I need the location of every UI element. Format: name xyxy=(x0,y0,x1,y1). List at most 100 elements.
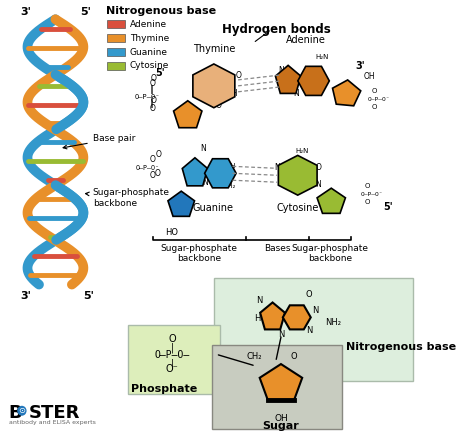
Text: Phosphate: Phosphate xyxy=(131,384,198,394)
Text: H₂N: H₂N xyxy=(296,148,309,154)
Text: O: O xyxy=(365,183,370,189)
Text: 5': 5' xyxy=(83,290,94,300)
Text: O: O xyxy=(216,101,221,110)
Text: HO: HO xyxy=(165,228,178,237)
Circle shape xyxy=(17,406,27,416)
Text: Bases: Bases xyxy=(264,244,291,253)
Text: NH₂: NH₂ xyxy=(222,183,236,189)
Text: B: B xyxy=(9,404,22,422)
Text: N: N xyxy=(293,89,299,98)
Text: Nitrogenous base: Nitrogenous base xyxy=(346,342,456,352)
Text: Thymine: Thymine xyxy=(192,44,235,54)
Text: |: | xyxy=(170,342,173,353)
Polygon shape xyxy=(278,155,317,195)
FancyBboxPatch shape xyxy=(107,20,125,28)
Text: ‖: ‖ xyxy=(150,99,154,108)
Text: Nitrogenous base: Nitrogenous base xyxy=(106,7,216,17)
Text: Guanine: Guanine xyxy=(192,203,233,213)
Text: O—P—O—: O—P—O— xyxy=(154,350,190,360)
Text: 3': 3' xyxy=(356,61,365,71)
Polygon shape xyxy=(173,101,202,128)
FancyBboxPatch shape xyxy=(128,325,220,394)
Text: N: N xyxy=(278,66,284,75)
Text: CH₂: CH₂ xyxy=(247,351,262,361)
Text: Cytosine: Cytosine xyxy=(276,203,319,213)
Text: 3': 3' xyxy=(20,7,31,17)
Polygon shape xyxy=(168,191,194,216)
Text: OH: OH xyxy=(274,414,288,423)
Text: Adenine: Adenine xyxy=(130,20,167,29)
Text: O: O xyxy=(168,334,176,344)
Polygon shape xyxy=(275,65,301,93)
Text: Sugar-phosphate
backbone: Sugar-phosphate backbone xyxy=(292,244,369,263)
Text: O: O xyxy=(291,351,297,361)
Text: H: H xyxy=(255,314,261,324)
Text: Cytosine: Cytosine xyxy=(130,61,169,71)
Polygon shape xyxy=(260,303,285,330)
Polygon shape xyxy=(283,305,311,330)
Text: |: | xyxy=(170,358,173,368)
Polygon shape xyxy=(205,159,236,188)
Text: O: O xyxy=(306,290,312,300)
Text: O: O xyxy=(149,171,155,180)
Text: O—P—O⁻: O—P—O⁻ xyxy=(367,97,390,102)
Polygon shape xyxy=(298,66,329,95)
Polygon shape xyxy=(260,364,302,400)
Polygon shape xyxy=(193,64,235,108)
Text: ⊙: ⊙ xyxy=(18,406,26,415)
Text: 5': 5' xyxy=(80,7,91,17)
Text: antibody and ELISA experts: antibody and ELISA experts xyxy=(9,420,96,425)
Text: Adenine: Adenine xyxy=(286,35,326,45)
Text: Sugar: Sugar xyxy=(263,421,299,431)
Text: N: N xyxy=(201,144,207,153)
Text: NH: NH xyxy=(227,89,238,98)
Text: Guanine: Guanine xyxy=(130,48,168,57)
FancyBboxPatch shape xyxy=(107,34,125,42)
Text: 5': 5' xyxy=(383,202,393,212)
Text: 5': 5' xyxy=(155,68,164,78)
Text: O: O xyxy=(365,199,370,205)
Text: N: N xyxy=(206,71,212,80)
Text: N: N xyxy=(256,296,263,306)
Text: N: N xyxy=(278,330,284,339)
Text: NH₂: NH₂ xyxy=(325,318,341,327)
Text: Sugar-phosphate
backbone: Sugar-phosphate backbone xyxy=(85,188,170,208)
Text: O: O xyxy=(372,104,377,110)
Text: O: O xyxy=(315,164,321,172)
Polygon shape xyxy=(182,158,208,186)
Text: NH: NH xyxy=(225,164,236,169)
Text: N: N xyxy=(312,307,319,315)
Text: O—P—O⁻: O—P—O⁻ xyxy=(361,192,383,197)
Text: H₂N: H₂N xyxy=(315,54,328,60)
Text: O: O xyxy=(150,74,156,83)
Text: O: O xyxy=(154,169,160,178)
Text: Hydrogen bonds: Hydrogen bonds xyxy=(222,23,331,36)
FancyBboxPatch shape xyxy=(107,62,125,70)
Text: N: N xyxy=(274,164,280,172)
Text: STER: STER xyxy=(28,404,80,422)
Text: N: N xyxy=(315,180,321,189)
FancyBboxPatch shape xyxy=(212,345,341,429)
Text: O: O xyxy=(150,96,156,105)
Text: 3': 3' xyxy=(20,290,31,300)
FancyBboxPatch shape xyxy=(214,278,413,381)
Text: O—P—O⁻: O—P—O⁻ xyxy=(136,165,160,171)
Text: O: O xyxy=(236,71,242,80)
Text: O—P—O⁻: O—P—O⁻ xyxy=(135,94,160,100)
Text: ‖: ‖ xyxy=(150,85,154,94)
FancyBboxPatch shape xyxy=(107,48,125,56)
Text: Sugar-phosphate
backbone: Sugar-phosphate backbone xyxy=(160,244,237,263)
Text: O⁻: O⁻ xyxy=(165,364,178,374)
Text: N: N xyxy=(215,158,220,167)
Text: O: O xyxy=(372,88,377,94)
Text: N: N xyxy=(306,326,312,335)
Polygon shape xyxy=(333,80,361,106)
Text: O: O xyxy=(149,104,155,112)
Text: O: O xyxy=(155,150,161,160)
Polygon shape xyxy=(317,188,346,213)
Text: O: O xyxy=(149,79,155,88)
Text: O: O xyxy=(149,155,155,164)
Text: N: N xyxy=(321,79,327,88)
Text: N: N xyxy=(202,178,209,187)
Text: Thymine: Thymine xyxy=(130,34,169,43)
